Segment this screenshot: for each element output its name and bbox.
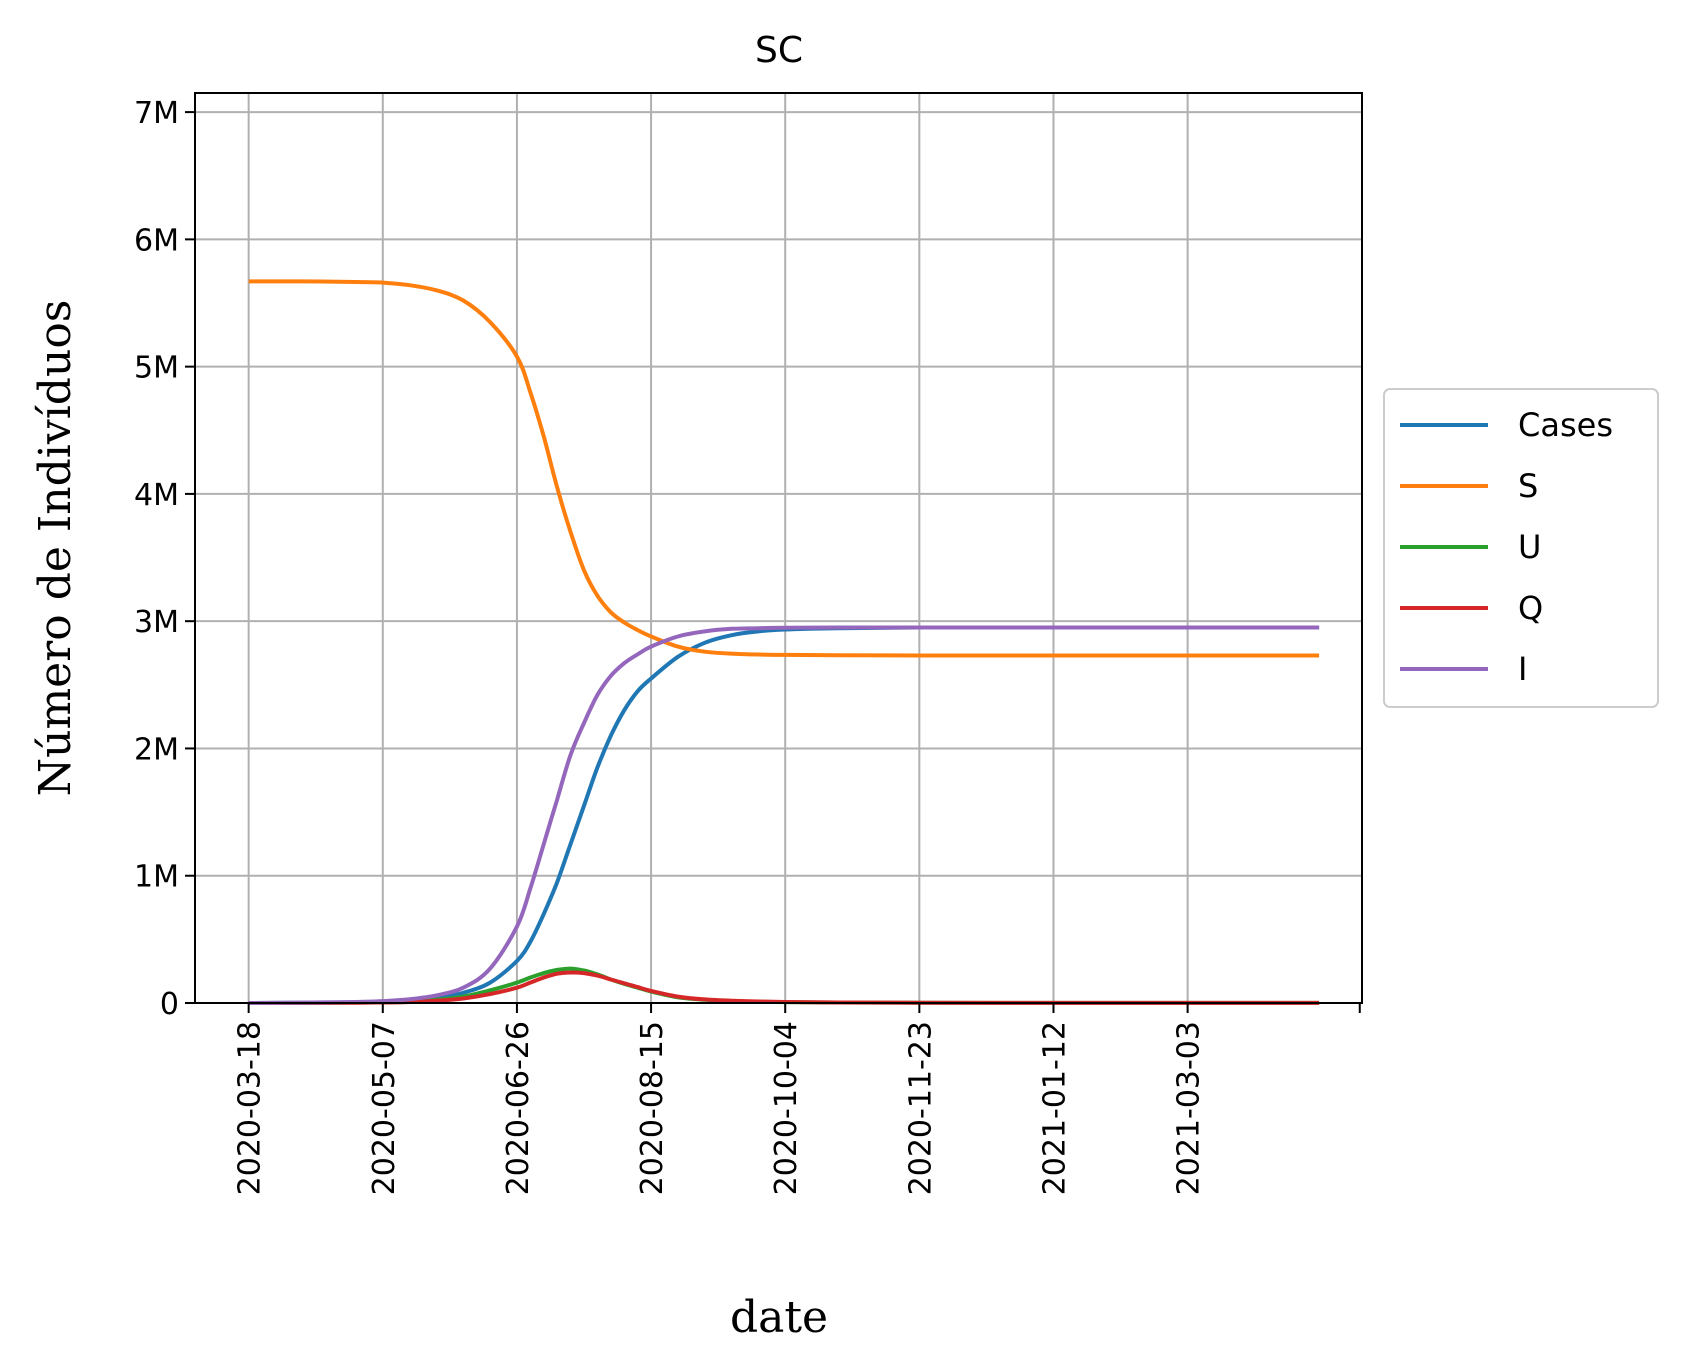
- y-tick-label: 1M: [134, 860, 179, 895]
- legend-label-u: U: [1518, 528, 1541, 566]
- plot-area-frame: [194, 92, 1363, 1004]
- y-tick-label: 3M: [134, 605, 179, 640]
- y-tick-label: 7M: [134, 96, 179, 131]
- grid-lines: [195, 93, 1362, 1004]
- x-axis: 2020-03-18 2020-05-07 2020-06-26 2020-08-15…: [233, 1003, 1361, 1195]
- x-tick-label: 2020-11-23: [903, 1021, 938, 1195]
- x-tick-label: 2021-01-12: [1037, 1021, 1072, 1195]
- legend-label-s: S: [1518, 467, 1538, 505]
- legend-box: [1383, 388, 1659, 708]
- legend-label-cases: Cases: [1518, 406, 1613, 444]
- y-axis: 0 1M 2M 3M 4M 5M 6M 7M: [134, 96, 195, 1022]
- series-lines: [248, 279, 1320, 1005]
- y-tick-label: 0: [160, 987, 179, 1022]
- x-tick-label: 2020-10-04: [769, 1021, 804, 1195]
- y-tick-label: 2M: [134, 732, 179, 767]
- x-tick-label: 2020-03-18: [233, 1021, 268, 1195]
- x-tick-label: 2021-03-03: [1172, 1021, 1207, 1195]
- legend-label-q: Q: [1518, 589, 1543, 627]
- series-line-s: [248, 279, 1320, 658]
- y-tick-label: 4M: [134, 478, 179, 513]
- x-axis-label: date: [730, 1292, 828, 1343]
- chart-title: SC: [755, 30, 803, 71]
- x-tick-label: 2020-08-15: [635, 1021, 670, 1195]
- x-tick-label: 2020-06-26: [501, 1021, 536, 1195]
- x-tick-label: 2020-05-07: [367, 1021, 402, 1195]
- y-axis-label: Número de Indivíduos: [30, 300, 81, 797]
- series-line-i: [248, 625, 1320, 1005]
- y-tick-label: 6M: [134, 223, 179, 258]
- legend-label-i: I: [1518, 650, 1527, 688]
- y-tick-label: 5M: [134, 351, 179, 386]
- series-line-cases: [248, 625, 1320, 1005]
